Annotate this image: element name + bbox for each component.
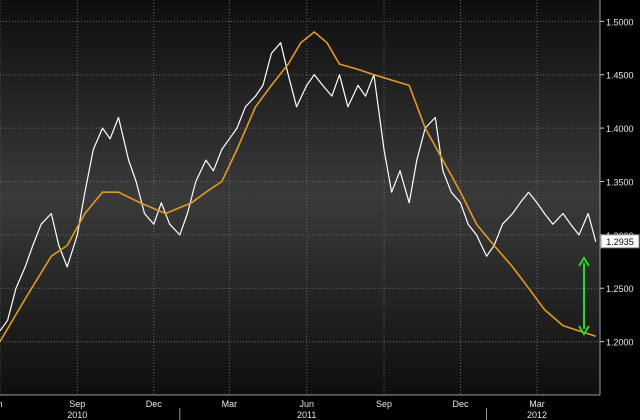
gap-arrow [578, 256, 590, 336]
y-tick-label: 1.2500 [606, 284, 634, 294]
x-tick-label: Jun [299, 399, 314, 409]
x-year-label: 2010 [67, 410, 87, 420]
price-series-line [0, 42, 597, 332]
x-axis-ticks: n Sep Dec Mar Jun Sep Dec Mar 2010 2011 2012 [0, 394, 600, 420]
y-tick-label: 1.5000 [606, 17, 634, 27]
gap-arrow-head-bottom [578, 325, 590, 336]
x-tick-label: Mar [222, 399, 238, 409]
y-tick-label: 1.3500 [606, 177, 634, 187]
x-tick-label: Dec [452, 399, 469, 409]
series-lines [0, 31, 597, 343]
y-tick-label: 1.4000 [606, 124, 634, 134]
x-tick-label: Dec [146, 399, 163, 409]
plot-background [0, 0, 600, 395]
last-value-box [600, 234, 640, 249]
last-value-label: 1.2935 [606, 237, 634, 247]
x-tick-label: n [0, 399, 3, 409]
x-tick-label: Sep [376, 399, 392, 409]
axis-panel [600, 0, 640, 420]
last-value-marker: 1.2935 [600, 234, 640, 249]
x-year-label: 2011 [297, 410, 316, 420]
grid-lines [0, 0, 600, 395]
x-tick-label: Sep [69, 399, 85, 409]
y-tick-label: 1.4500 [606, 71, 634, 81]
x-year-label: 2012 [527, 410, 547, 420]
time-axis-panel [0, 395, 640, 420]
gap-arrow-head-top [578, 256, 590, 267]
x-tick-label: Mar [529, 399, 545, 409]
y-tick-label: 1.2000 [606, 338, 634, 348]
moving-average-line [0, 31, 597, 343]
